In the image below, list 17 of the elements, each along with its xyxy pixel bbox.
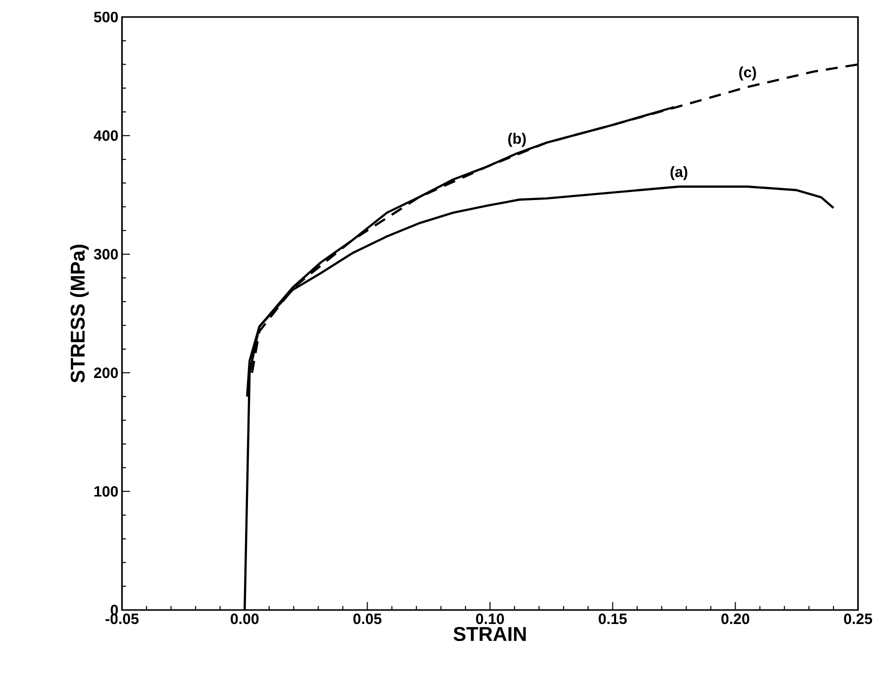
x-axis-title: STRAIN [454,626,526,642]
x-tick-label: 0.25 [844,614,872,624]
x-tick-label: 0.15 [598,614,627,624]
series-label: (c) [739,66,756,80]
y-tick-label: 200 [94,368,118,378]
y-tick-label: 400 [94,130,118,141]
x-tick-label: -0.05 [106,614,139,624]
y-tick-label: 500 [94,12,118,22]
y-tick-label: 100 [94,486,118,497]
series-label: (a) [670,166,688,180]
series-label: (b) [508,132,526,147]
y-tick-label: 300 [94,248,118,260]
y-axis-title: STRESS (MPa) [70,244,89,383]
x-tick-label: 0.05 [353,614,382,624]
x-tick-label: 0.00 [230,614,259,624]
x-tick-label: 0.10 [476,614,504,624]
x-tick-label: 0.20 [721,614,750,624]
